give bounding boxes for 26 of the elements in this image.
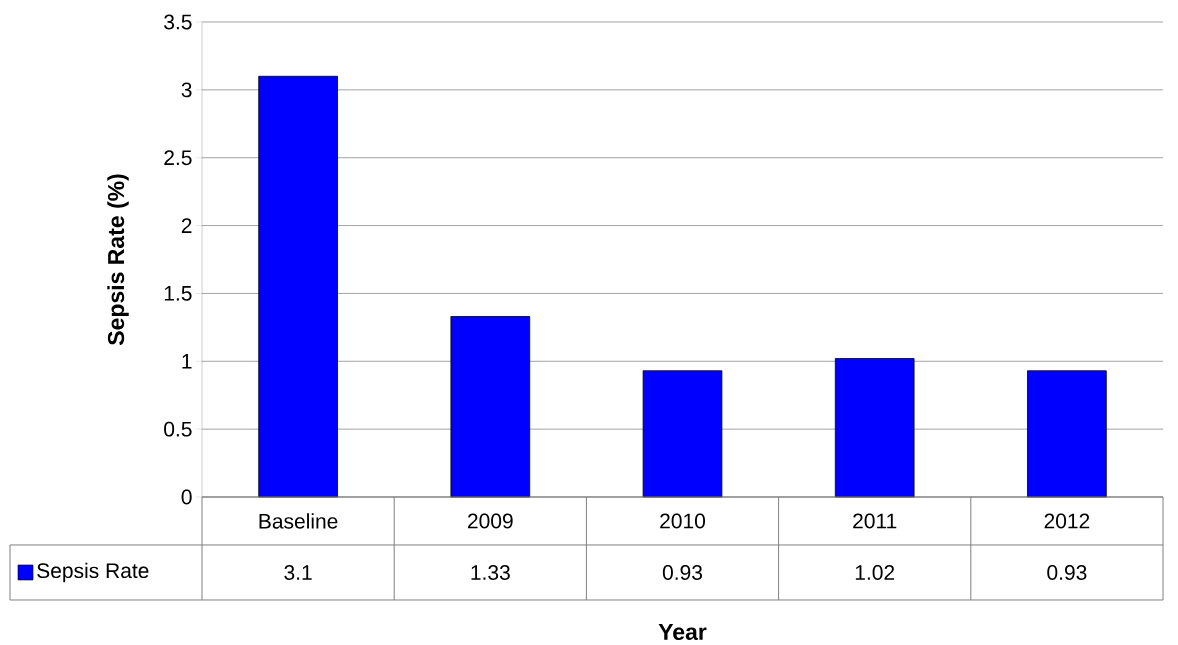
x-tick-label: 2009	[468, 513, 513, 529]
y-tick-label: 2	[181, 218, 192, 233]
x-tick-label: 2011	[853, 513, 897, 529]
y-tick-label: 0	[181, 489, 192, 505]
bar	[258, 75, 338, 498]
x-axis-title: Year	[658, 623, 707, 640]
data-label: 1.33	[471, 565, 510, 580]
y-tick-label: 3	[181, 82, 192, 98]
x-tick-label: 2012	[1044, 513, 1090, 529]
y-tick-label: 0.5	[164, 421, 192, 437]
data-label: 3.1	[284, 565, 312, 580]
bar	[1027, 370, 1107, 498]
bar	[642, 370, 723, 498]
data-label: 0.93	[662, 565, 703, 580]
data-label: 1.02	[855, 565, 895, 580]
y-axis-title: Sepsis Rate (%)	[107, 174, 129, 346]
bar	[834, 358, 915, 498]
y-tick-label: 3.5	[164, 14, 192, 30]
bar	[450, 316, 531, 498]
x-tick-label: Baseline	[259, 513, 338, 529]
y-tick-label: 2.5	[164, 150, 192, 166]
data-label: 0.93	[1047, 565, 1087, 580]
x-tick-label: 2010	[660, 513, 706, 529]
legend-label: Sepsis Rate	[37, 562, 149, 583]
y-tick-label: 1.5	[164, 286, 192, 301]
y-tick-label: 1	[182, 354, 192, 369]
